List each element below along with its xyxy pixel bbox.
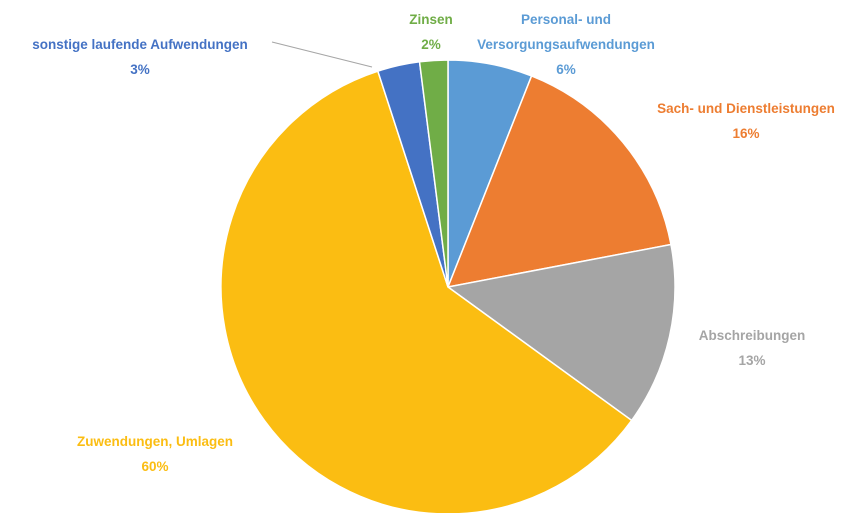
slice-label: Zinsen 2% xyxy=(391,7,471,57)
slice-name: Personal- und Versorgungsaufwendungen xyxy=(477,12,655,52)
pie-slice xyxy=(220,70,633,513)
slice-value: 6% xyxy=(556,62,576,77)
pie-slice xyxy=(446,243,676,422)
slice-label: sonstige laufende Aufwendungen 3% xyxy=(0,32,280,82)
slice-name: Zinsen xyxy=(409,12,453,27)
slice-label: Sach- und Dienstleistungen 16% xyxy=(616,96,857,146)
slice-name: Zuwendungen, Umlagen xyxy=(76,434,233,449)
pie-slice xyxy=(446,74,672,288)
pie-slice xyxy=(418,59,449,288)
slice-label: Zuwendungen, Umlagen 60% xyxy=(25,429,285,479)
slice-label: Personal- und Versorgungsaufwendungen 6% xyxy=(446,7,686,82)
slice-value: 2% xyxy=(421,37,441,52)
slice-name: sonstige laufende Aufwendungen xyxy=(32,37,248,52)
slice-label: Abschreibungen 13% xyxy=(652,323,852,373)
slice-value: 16% xyxy=(732,126,760,141)
leader-line xyxy=(271,41,373,68)
slice-name: Sach- und Dienstleistungen xyxy=(657,101,835,116)
slice-name: Abschreibungen xyxy=(698,328,806,343)
slice-value: 3% xyxy=(130,62,150,77)
slice-value: 13% xyxy=(738,353,766,368)
slice-value: 60% xyxy=(141,459,169,474)
